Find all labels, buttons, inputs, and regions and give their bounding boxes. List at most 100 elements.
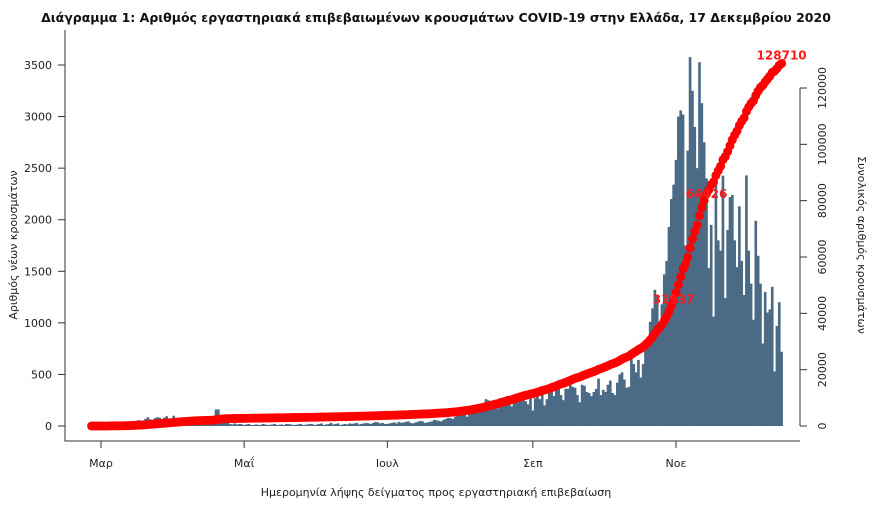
bar [364, 422, 368, 426]
cumulative-point [694, 211, 704, 221]
bar [576, 395, 579, 426]
bar [240, 424, 244, 426]
bar [585, 391, 589, 426]
bar [439, 421, 443, 426]
bar [414, 422, 417, 426]
bar [599, 395, 603, 426]
bar [735, 267, 739, 426]
chart-title: Διάγραμμα 1: Αριθμός εργαστηριακά επιβεβ… [41, 10, 831, 25]
bar [583, 385, 586, 426]
bar [242, 424, 246, 426]
bar [531, 410, 535, 426]
bar [282, 424, 286, 426]
cumulative-point [676, 272, 686, 282]
y-tick-label: 2500 [24, 162, 52, 175]
bar [411, 423, 415, 426]
bar [770, 286, 774, 426]
bar [486, 400, 490, 426]
bar [348, 423, 352, 426]
bar [604, 391, 607, 426]
bar [360, 423, 363, 426]
bar [268, 424, 272, 426]
bar [362, 423, 366, 426]
bar [491, 402, 495, 426]
bar [357, 424, 361, 426]
bar [587, 392, 591, 426]
cumulative-point [680, 259, 690, 269]
bar [691, 90, 694, 427]
bar [444, 418, 448, 426]
bar [477, 408, 481, 426]
bar [646, 337, 650, 426]
bar [651, 308, 654, 426]
bar [700, 103, 704, 427]
bar [249, 424, 253, 426]
bar [620, 372, 624, 426]
bar [294, 424, 298, 426]
bar [637, 359, 640, 426]
bar [517, 397, 521, 426]
bar [261, 423, 265, 426]
y2-tick-label: 0 [816, 423, 829, 430]
cumulative-point [683, 252, 693, 262]
y2-tick-label: 20000 [816, 352, 829, 387]
bar [756, 255, 760, 426]
bar [493, 400, 497, 426]
cumulative-point [687, 234, 697, 244]
bar [402, 422, 406, 426]
bar [726, 230, 729, 426]
bar [660, 304, 664, 426]
bar [608, 380, 612, 426]
x-tick-label: Νοε [666, 457, 687, 470]
bar [432, 419, 436, 426]
bar [677, 116, 680, 427]
bar [353, 423, 356, 426]
bar [442, 419, 445, 426]
bar [350, 423, 354, 426]
bar [773, 371, 776, 426]
bar [418, 420, 422, 426]
bar [648, 321, 652, 426]
bar [484, 399, 488, 426]
bar [738, 206, 741, 426]
bar [228, 423, 232, 426]
bar [752, 319, 755, 426]
bar [524, 401, 528, 426]
curve-annotation: 64426 [686, 187, 728, 201]
bar [430, 421, 434, 426]
bar [714, 173, 718, 426]
bar [611, 392, 614, 426]
y2-tick-label: 120000 [816, 67, 829, 109]
bar [606, 384, 610, 426]
bar [289, 424, 293, 426]
y2-axis-label: Συνολικός αριθμός κρουσμάτων [855, 156, 868, 334]
bar [235, 424, 239, 426]
bar [259, 424, 262, 426]
bar [733, 240, 736, 426]
bar [719, 250, 722, 426]
bar [721, 175, 725, 426]
bar [468, 413, 471, 426]
bar [306, 424, 309, 426]
bar [571, 386, 575, 426]
bar [547, 391, 551, 426]
bar [543, 405, 546, 426]
bar [447, 417, 450, 426]
cumulative-point [669, 295, 679, 305]
bar [456, 415, 460, 426]
bar [390, 422, 394, 426]
bar [296, 424, 300, 426]
bar [395, 423, 399, 426]
bar [707, 268, 711, 426]
bar [343, 423, 347, 426]
bar [686, 150, 690, 426]
bar [273, 423, 276, 426]
bar [768, 309, 772, 426]
bar [749, 283, 753, 426]
bar [702, 142, 706, 426]
bar [285, 423, 288, 426]
bar [559, 395, 563, 426]
bar [231, 424, 234, 426]
bar [705, 178, 708, 426]
x-tick-label: Μαρ [89, 457, 113, 470]
